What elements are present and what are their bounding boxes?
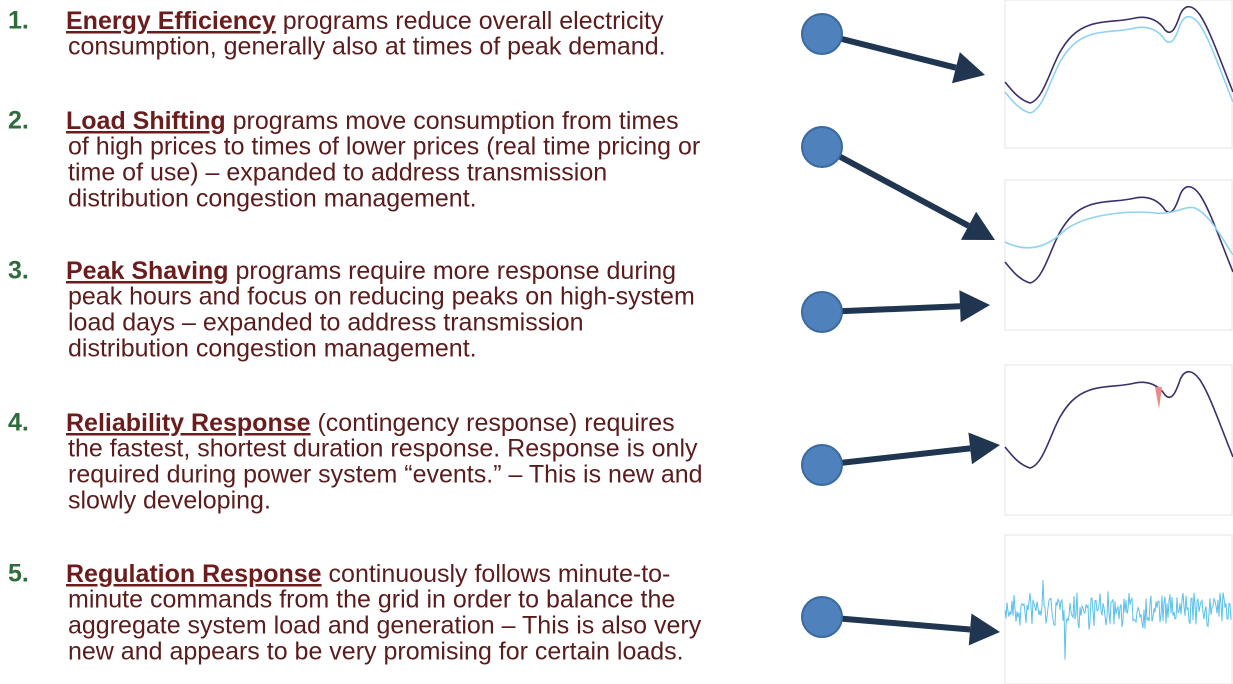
item-first-line: Load Shifting programs move consumption …	[66, 107, 679, 135]
bullet-dot	[801, 291, 843, 333]
item-text: load days – expanded to address transmis…	[68, 309, 584, 337]
item-first-line: Energy Efficiency programs reduce overal…	[66, 7, 664, 35]
item-text: programs reduce overall electricity	[283, 7, 664, 35]
item-text: minute commands from the grid in order t…	[68, 586, 675, 614]
item-number: 2.	[8, 107, 29, 135]
chart-2	[1004, 179, 1233, 331]
event-dip	[1155, 387, 1162, 409]
list-item: 4. Reliability Response (contingency resp…	[8, 409, 703, 515]
item-text: aggregate system load and generation – T…	[68, 612, 702, 640]
item-term: Peak Shaving	[66, 257, 229, 285]
item-text: continuously follows minute-to-	[329, 560, 671, 588]
item-text: distribution congestion management.	[68, 185, 477, 213]
item-text: peak hours and focus on reducing peaks o…	[68, 283, 695, 311]
item-text: consumption, generally also at times of …	[68, 33, 666, 61]
item-first-line: Reliability Response (contingency respon…	[66, 409, 675, 437]
program-list: 1. Energy Efficiency programs reduce over…	[8, 7, 703, 666]
item-text: time of use) – expanded to address trans…	[68, 159, 607, 187]
chart-frame	[1004, 0, 1233, 149]
arrow-shaft	[821, 445, 971, 468]
arrow-shaft	[821, 614, 971, 633]
regulation-signal	[1004, 580, 1232, 660]
arrow-head	[968, 432, 1000, 465]
item-first-line: Peak Shaving programs require more respo…	[66, 257, 676, 285]
item-text: of high prices to times of lower prices …	[68, 133, 700, 161]
chart-4	[1004, 364, 1233, 516]
item-term: Regulation Response	[66, 560, 322, 588]
arrow-head	[968, 613, 1000, 646]
item-term: Energy Efficiency	[66, 7, 276, 35]
item-text: the fastest, shortest duration response.…	[68, 435, 698, 463]
item-text: slowly developing.	[68, 487, 271, 515]
item-number: 5.	[8, 560, 29, 588]
item-text: distribution congestion management.	[68, 335, 477, 363]
list-item: 5. Regulation Response continuously follo…	[8, 560, 702, 666]
item-number: 1.	[8, 7, 29, 35]
item-text: programs move consumption from times	[233, 107, 679, 135]
arrows	[801, 13, 1000, 646]
item-text: (contingency response) requires	[317, 409, 674, 437]
bullet-dot	[801, 596, 843, 638]
bullet-dot	[801, 444, 843, 486]
bullet-dot	[801, 13, 843, 55]
list-item: 3. Peak Shaving programs require more res…	[8, 257, 695, 363]
chart-frame	[1004, 364, 1233, 516]
item-number: 4.	[8, 409, 29, 437]
item-term: Load Shifting	[66, 107, 226, 135]
arrow-head	[959, 290, 990, 323]
bullet-dot	[801, 126, 843, 168]
shifted-curve	[1004, 206, 1233, 256]
list-item: 2. Load Shifting programs move consumptio…	[8, 107, 700, 213]
chart-5	[1004, 534, 1233, 684]
item-first-line: Regulation Response continuously follows…	[66, 560, 670, 588]
arrow-head	[961, 211, 995, 240]
item-text: programs require more response during	[236, 257, 677, 285]
arrow-shaft	[821, 303, 961, 315]
item-number: 3.	[8, 257, 29, 285]
item-text: required during power system “events.” –…	[68, 461, 703, 489]
arrow-shaft	[821, 31, 957, 71]
chart-frame	[1004, 179, 1233, 331]
list-item: 1. Energy Efficiency programs reduce over…	[8, 7, 666, 61]
item-text: new and appears to be very promising for…	[68, 638, 684, 666]
arrow-shaft	[820, 144, 970, 229]
item-term: Reliability Response	[66, 409, 311, 437]
arrow-head	[952, 52, 985, 84]
chart-1	[1004, 0, 1233, 149]
